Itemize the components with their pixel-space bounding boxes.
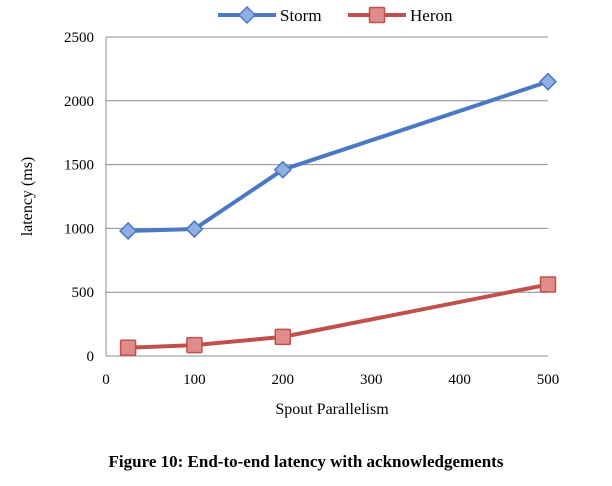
- data-point-heron: [539, 276, 557, 293]
- series-line-storm: [128, 79, 549, 233]
- x-tick-label: 100: [183, 372, 206, 388]
- y-axis-title: latency (ms): [19, 157, 36, 237]
- y-tick-label: 1000: [64, 221, 94, 237]
- series-line-heron: [128, 282, 549, 350]
- y-tick-label: 1500: [64, 158, 94, 174]
- y-tick-label: 2000: [64, 94, 94, 110]
- x-tick-label: 400: [448, 372, 471, 388]
- data-point-heron: [119, 339, 137, 356]
- legend-marker-heron: [368, 6, 386, 24]
- data-point-storm: [185, 219, 204, 239]
- x-tick-label: 300: [360, 372, 383, 388]
- data-point-storm: [538, 72, 558, 91]
- x-tick-label: 0: [102, 372, 110, 388]
- data-point-storm: [119, 221, 138, 241]
- x-axis-title: Spout Parallelism: [275, 401, 389, 418]
- latency-line-chart: 0 500 1000 1500 2000 2500 0 100 200 300 400 500 Spou…: [19, 5, 560, 418]
- x-tick-label: 200: [272, 372, 295, 388]
- legend-marker-storm: [237, 5, 257, 25]
- x-tick-label: 500: [537, 372, 560, 388]
- y-tick-label: 500: [72, 285, 95, 301]
- y-tick-label: 2500: [64, 30, 94, 46]
- legend-label-storm: Storm: [280, 6, 322, 25]
- y-tick-label: 0: [87, 349, 95, 365]
- data-point-heron: [274, 328, 292, 346]
- data-point-storm: [273, 160, 292, 179]
- data-point-heron: [186, 336, 203, 354]
- figure-caption: Figure 10: End-to-end latency with ackno…: [108, 452, 504, 471]
- legend-label-heron: Heron: [410, 6, 453, 25]
